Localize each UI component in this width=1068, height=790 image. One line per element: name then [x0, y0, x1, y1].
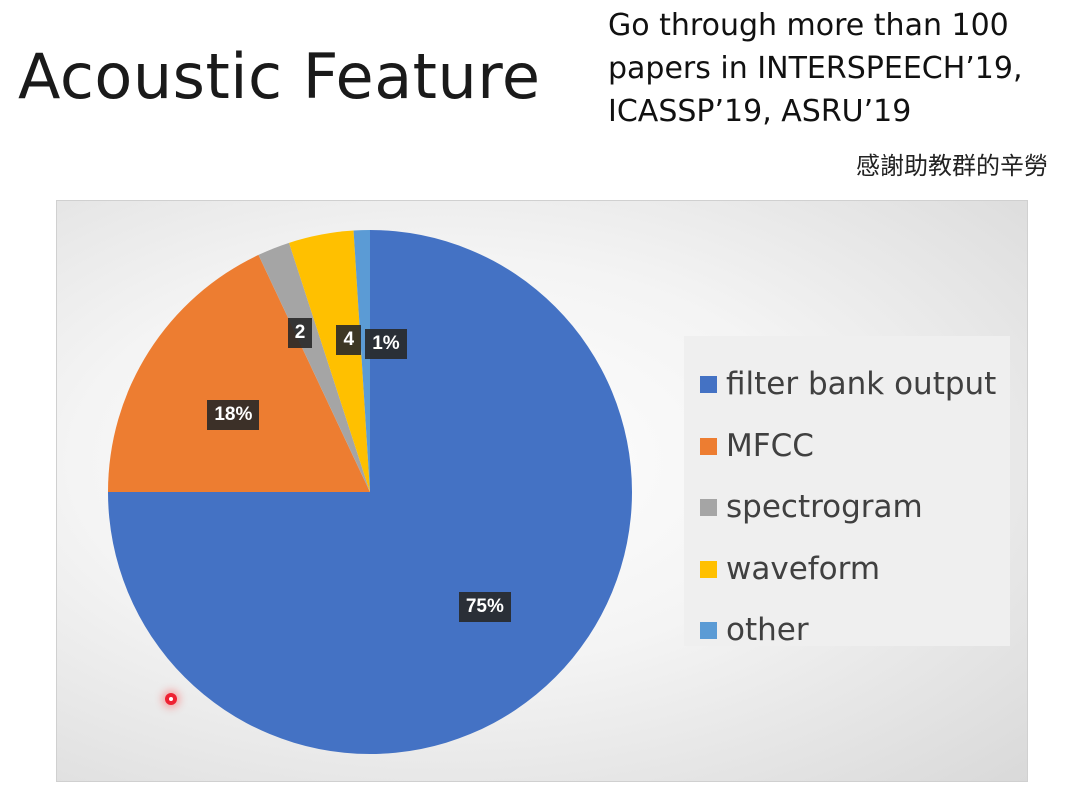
data-label: 2: [287, 317, 313, 348]
legend-label: spectrogram: [726, 489, 923, 525]
data-label: 4: [336, 325, 362, 356]
legend-label: MFCC: [726, 428, 814, 464]
note-line: ICASSP’19, ASRU’19: [608, 94, 912, 129]
thanks-text: 感謝助教群的辛勞: [856, 152, 1048, 180]
pie-slice-mfcc: [108, 254, 370, 492]
pie-slice-spectrogram: [258, 242, 370, 492]
legend-swatch: [700, 437, 717, 455]
data-label: 18%: [207, 399, 260, 430]
slide-title: Acoustic Feature: [18, 40, 541, 113]
chart-legend: filter bank output MFCC spectrogram wave…: [684, 336, 1010, 648]
legend-label: other: [726, 612, 809, 648]
legend-swatch: [700, 621, 717, 639]
pie-chart: 75% 18% 2 4 1% filter bank output MFCC spect…: [56, 200, 1028, 782]
note-line: Go through more than 100: [608, 8, 1009, 43]
legend-swatch: [700, 375, 717, 393]
legend-label: waveform: [726, 551, 881, 587]
note-line: papers in INTERSPEECH’19,: [608, 51, 1023, 86]
legend-item-filter-bank-output: filter bank output: [700, 364, 996, 404]
legend-item-other: other: [700, 610, 809, 650]
note-text: Go through more than 100 papers in INTER…: [608, 4, 1058, 133]
data-label: 1%: [365, 328, 407, 359]
legend-item-spectrogram: spectrogram: [700, 487, 923, 527]
pie-chart-svg: [108, 230, 632, 754]
pie-slice-other: [353, 230, 370, 492]
legend-swatch: [700, 498, 717, 516]
pointer-cursor: [165, 693, 177, 705]
pie-slice-waveform: [289, 230, 370, 492]
legend-item-mfcc: MFCC: [700, 426, 814, 466]
legend-item-waveform: waveform: [700, 549, 880, 589]
legend-swatch: [700, 560, 717, 578]
data-label: 75%: [458, 591, 511, 622]
legend-label: filter bank output: [726, 366, 997, 402]
